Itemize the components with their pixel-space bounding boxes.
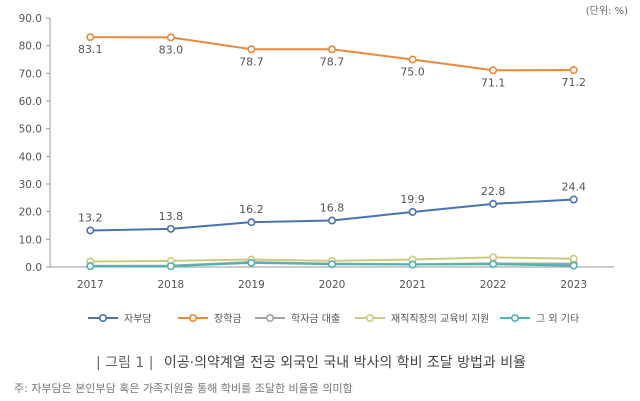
data-point — [327, 260, 336, 269]
data-point — [247, 258, 256, 267]
data-label: 83.0 — [159, 43, 184, 56]
data-label: 71.2 — [561, 76, 586, 89]
y-tick-label: 20.0 — [19, 207, 42, 219]
data-point — [408, 260, 417, 269]
data-label: 83.1 — [78, 43, 103, 56]
data-point — [489, 199, 498, 208]
series-group: 13.2 13.8 16.2 16.8 19.9 22.8 24.4 — [78, 180, 586, 235]
data-label: 71.1 — [481, 76, 506, 89]
legend-swatch-marker — [510, 313, 519, 322]
y-tick-label: 50.0 — [19, 124, 42, 136]
data-point — [569, 261, 578, 270]
figure-number: | 그림 1 | — [96, 355, 154, 371]
series-group — [86, 258, 578, 271]
y-tick-label: 90.0 — [19, 13, 42, 25]
y-tick-label: 70.0 — [19, 68, 42, 80]
data-point — [327, 45, 336, 54]
figure-caption: | 그림 1 | 이공·의약계열 전공 외국인 국내 박사의 학비 조달 방법과… — [96, 352, 526, 372]
data-point — [569, 254, 578, 263]
data-point — [166, 33, 175, 42]
legend-label: 학자금 대출 — [291, 313, 340, 325]
y-tick-label: 80.0 — [19, 41, 42, 53]
x-tick-label: 2022 — [480, 279, 507, 291]
x-tick-label: 2019 — [238, 279, 265, 291]
unit-label: (단위: %) — [585, 6, 628, 17]
line-chart: 0.0 10.0 20.0 30.0 40.0 50.0 60.0 70.0 80.0 90.0 2… — [19, 13, 614, 325]
x-tick-label: 2020 — [319, 279, 346, 291]
data-point — [489, 253, 498, 262]
data-label: 75.0 — [400, 66, 425, 79]
x-tick-label: 2017 — [77, 279, 104, 291]
data-label: 22.8 — [481, 185, 506, 198]
data-label: 13.8 — [159, 210, 184, 223]
data-point — [166, 224, 175, 233]
data-point — [327, 216, 336, 225]
data-point — [489, 66, 498, 75]
data-label: 78.7 — [320, 55, 345, 68]
y-tick-label: 30.0 — [19, 179, 42, 191]
data-point — [569, 66, 578, 75]
footnote: 주: 자부담은 본인부담 혹은 가족지원을 통해 학비를 조달한 비율을 의미함 — [14, 382, 353, 395]
data-label: 13.2 — [78, 211, 103, 224]
data-point — [247, 45, 256, 54]
legend-label: 장학금 — [214, 313, 242, 325]
legend-item: 학자금 대출 — [255, 313, 340, 325]
data-label: 16.2 — [239, 203, 264, 216]
data-point — [408, 55, 417, 64]
data-point — [86, 33, 95, 42]
legend-item: 장학금 — [178, 313, 242, 325]
y-tick-label: 0.0 — [25, 262, 42, 274]
data-label: 16.8 — [320, 202, 345, 215]
legend-item: 그 외 기타 — [500, 313, 579, 325]
data-point — [86, 226, 95, 235]
legend-swatch-marker — [189, 313, 198, 322]
data-point — [166, 262, 175, 271]
y-tick-label: 60.0 — [19, 96, 42, 108]
data-label: 78.7 — [239, 55, 264, 68]
legend-label: 그 외 기타 — [536, 313, 579, 325]
data-label: 24.4 — [561, 180, 586, 193]
y-tick-label: 10.0 — [19, 234, 42, 246]
legend-label: 재직직장의 교육비 지원 — [391, 313, 489, 325]
data-label: 19.9 — [400, 193, 425, 206]
legend-item: 재직직장의 교육비 지원 — [355, 313, 489, 325]
figure-title: 이공·의약계열 전공 외국인 국내 박사의 학비 조달 방법과 비율 — [163, 355, 526, 371]
legend-item: 자부담 — [88, 313, 152, 325]
data-point — [86, 262, 95, 271]
y-tick-label: 40.0 — [19, 151, 42, 163]
legend-label: 자부담 — [124, 313, 152, 325]
data-point — [569, 195, 578, 204]
x-tick-label: 2023 — [560, 279, 587, 291]
data-point — [489, 260, 498, 269]
data-point — [247, 218, 256, 227]
x-tick-label: 2018 — [157, 279, 184, 291]
legend-swatch-marker — [99, 313, 108, 322]
legend-swatch-marker — [265, 313, 274, 322]
x-tick-label: 2021 — [399, 279, 426, 291]
data-point — [408, 207, 417, 216]
series-group: 83.1 83.0 78.7 78.7 75.0 71.1 71.2 — [78, 33, 586, 89]
legend-swatch-marker — [365, 313, 374, 322]
